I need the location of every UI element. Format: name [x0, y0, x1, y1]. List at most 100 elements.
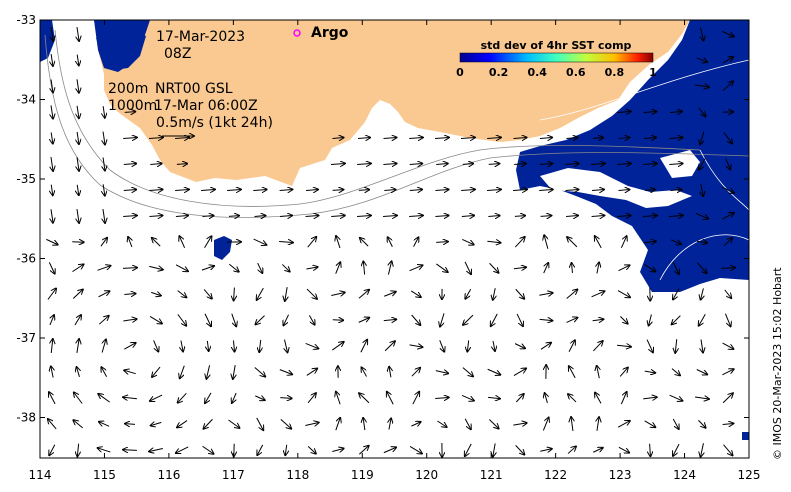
velocity-arrow-icon	[123, 397, 137, 399]
velocity-arrow-icon	[387, 392, 394, 405]
velocity-arrow-icon	[77, 27, 79, 41]
velocity-arrow-icon	[233, 365, 235, 379]
colorbar-tick-label: 0	[456, 66, 464, 79]
velocity-arrow-icon	[567, 446, 576, 454]
velocity-arrow-icon	[176, 164, 187, 165]
velocity-arrow-icon	[725, 158, 731, 170]
velocity-arrow-icon	[98, 316, 108, 325]
velocity-arrow-icon	[180, 365, 185, 379]
velocity-arrow-icon	[148, 137, 163, 138]
velocity-arrow-icon	[51, 132, 53, 143]
velocity-arrow-icon	[569, 366, 576, 379]
velocity-arrow-icon	[123, 319, 136, 321]
velocity-arrow-icon	[670, 239, 681, 244]
sst-patch-northwest-inner	[96, 30, 146, 70]
credit-text: © IMOS 20-Mar-2023 15:02 Hobart	[771, 267, 784, 460]
colorbar-ticks: 0 0.2 0.4 0.6 0.8 1	[456, 66, 657, 79]
velocity-arrow-icon	[176, 446, 189, 453]
velocity-arrow-icon	[566, 216, 578, 217]
velocity-arrow-icon	[617, 215, 630, 216]
velocity-arrow-icon	[565, 189, 579, 190]
velocity-vectors	[46, 27, 735, 457]
velocity-arrow-icon	[567, 237, 578, 248]
velocity-arrow-icon	[695, 85, 709, 87]
velocity-arrow-icon	[644, 241, 656, 242]
velocity-arrow-icon	[721, 30, 734, 36]
velocity-arrow-icon	[77, 54, 79, 66]
velocity-arrow-icon	[698, 419, 705, 427]
velocity-arrow-icon	[175, 189, 189, 190]
velocity-arrow-icon	[409, 190, 422, 191]
velocity-arrow-icon	[409, 265, 423, 272]
velocity-arrow-icon	[384, 292, 396, 297]
velocity-arrow-icon	[516, 313, 523, 326]
sst-gap-white	[540, 168, 692, 208]
velocity-arrow-icon	[701, 339, 703, 353]
velocity-arrow-icon	[100, 238, 107, 247]
velocity-arrow-icon	[279, 241, 293, 242]
product-label: NRT00 GSL	[155, 81, 233, 97]
colorbar-tick-label: 0.4	[527, 66, 547, 79]
velocity-arrow-icon	[592, 319, 604, 320]
velocity-arrow-icon	[150, 164, 161, 165]
velocity-arrow-icon	[254, 367, 265, 376]
velocity-arrow-icon	[101, 367, 108, 378]
velocity-arrow-icon	[487, 397, 500, 398]
velocity-arrow-icon	[285, 287, 287, 301]
velocity-arrow-icon	[123, 137, 137, 138]
velocity-arrow-icon	[722, 369, 733, 376]
velocity-arrow-icon	[566, 290, 578, 299]
velocity-arrow-icon	[254, 216, 265, 217]
velocity-arrow-icon	[181, 340, 183, 352]
sst-speck-se	[742, 432, 749, 440]
velocity-arrow-icon	[672, 315, 681, 325]
velocity-arrow-icon	[722, 342, 734, 349]
velocity-arrow-icon	[206, 365, 209, 379]
velocity-arrow-icon	[358, 446, 368, 455]
velocity-arrow-icon	[515, 445, 525, 454]
velocity-arrow-icon	[643, 163, 657, 164]
velocity-arrow-icon	[514, 343, 525, 349]
velocity-arrow-icon	[175, 264, 188, 271]
velocity-arrow-icon	[48, 419, 57, 430]
velocity-arrow-icon	[644, 264, 656, 271]
x-tick-label: 120	[415, 468, 438, 482]
velocity-arrow-icon	[204, 236, 212, 248]
velocity-arrow-icon	[49, 444, 56, 455]
y-axis: -33 -34 -35 -36 -37 -38	[16, 13, 749, 425]
velocity-arrow-icon	[643, 138, 656, 139]
velocity-arrow-icon	[384, 190, 395, 191]
velocity-arrow-icon	[593, 448, 602, 453]
isobath-200m	[54, 29, 701, 207]
velocity-arrow-icon	[388, 261, 391, 275]
velocity-arrow-icon	[99, 422, 110, 427]
depth-deep-label: 1000m	[108, 98, 158, 114]
velocity-arrow-icon	[51, 209, 53, 223]
velocity-arrow-icon	[513, 423, 526, 425]
velocity-arrow-icon	[255, 315, 265, 325]
velocity-arrow-icon	[617, 345, 631, 347]
plot-frame	[39, 19, 750, 459]
velocity-arrow-icon	[668, 215, 683, 216]
velocity-arrow-icon	[123, 215, 137, 216]
scale-label: 0.5m/s (1kt 24h)	[156, 115, 273, 131]
velocity-arrow-icon	[722, 393, 733, 404]
x-tick-label: 116	[157, 468, 180, 482]
velocity-arrow-icon	[699, 158, 706, 169]
velocity-arrow-icon	[513, 189, 527, 190]
velocity-arrow-icon	[571, 417, 573, 431]
velocity-arrow-icon	[722, 423, 734, 424]
date-label: 17-Mar-2023	[156, 29, 246, 45]
velocity-arrow-icon	[331, 292, 344, 295]
velocity-arrow-icon	[77, 157, 79, 171]
velocity-arrow-icon	[279, 216, 292, 217]
velocity-arrow-icon	[595, 236, 602, 249]
velocity-arrow-icon	[465, 289, 472, 298]
velocity-arrow-icon	[591, 215, 605, 216]
velocity-arrow-icon	[620, 392, 626, 405]
velocity-arrow-icon	[673, 443, 680, 456]
velocity-arrow-icon	[410, 290, 421, 297]
velocity-arrow-icon	[489, 262, 499, 272]
velocity-arrow-icon	[436, 242, 448, 243]
velocity-arrow-icon	[566, 318, 578, 323]
